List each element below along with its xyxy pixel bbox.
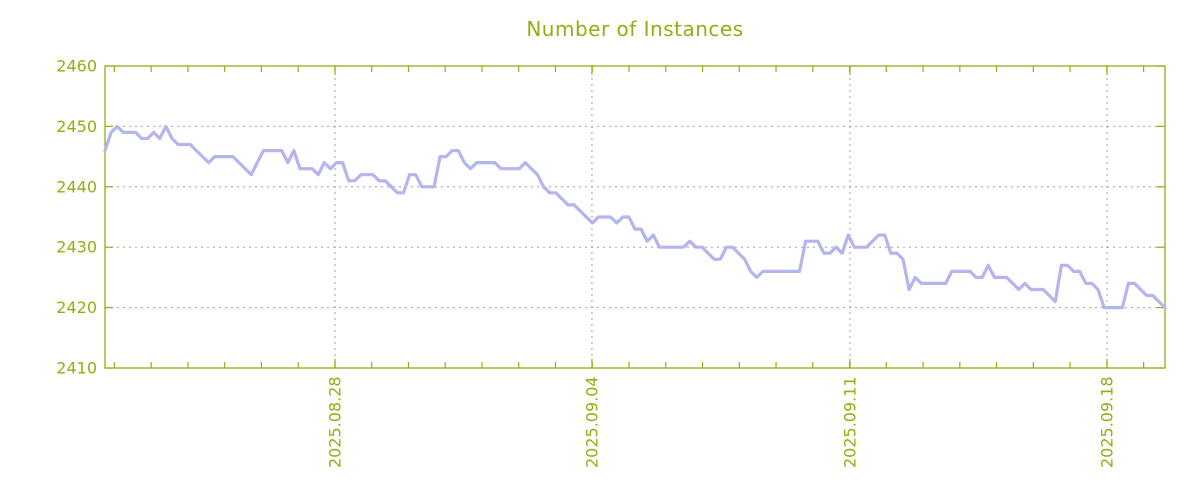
series-line [103,124,1167,310]
y-axis-label: 2450 [56,117,97,136]
chart-title: Number of Instances [526,17,744,41]
plot-border [104,65,1166,369]
x-axis-label: 2025.08.28 [326,376,345,468]
y-axis-label: 2420 [56,298,97,317]
y-axis-label: 2410 [56,359,97,378]
x-axis-label: 2025.09.11 [840,376,859,468]
x-axis-label: 2025.09.04 [582,376,601,468]
x-axis-label: 2025.09.18 [1098,376,1117,468]
y-axis-label: 2460 [56,57,97,76]
y-axis-label: 2440 [56,177,97,196]
y-axis-label: 2430 [56,238,97,257]
